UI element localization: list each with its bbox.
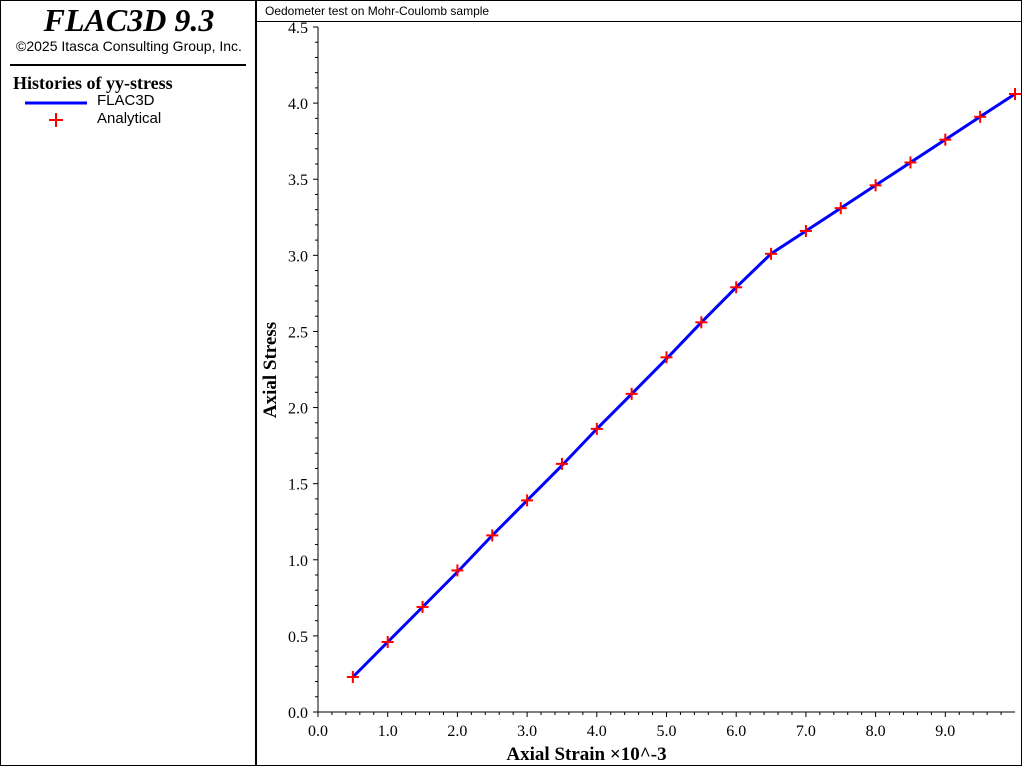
x-axis-label: Axial Strain ×10^-3 (506, 744, 666, 765)
x-tick-label: 8.0 (866, 723, 886, 740)
y-tick-label: 4.5 (288, 20, 308, 37)
data-point-analytical (799, 224, 812, 237)
y-tick-label: 2.5 (288, 324, 308, 341)
data-point-analytical (974, 110, 987, 123)
plot-panel: Oedometer test on Mohr-Coulomb sample (256, 0, 1022, 766)
x-tick-label: 9.0 (935, 723, 955, 740)
data-point-analytical (939, 133, 952, 146)
data-point-analytical (695, 316, 708, 329)
legend-panel: FLAC3D 9.3 ©2025 Itasca Consulting Group… (0, 0, 256, 766)
data-point-analytical (904, 156, 917, 169)
data-point-analytical (730, 281, 743, 294)
data-point-analytical (555, 457, 568, 470)
legend-item-flac3d: FLAC3D (25, 92, 245, 110)
copyright-notice: ©2025 Itasca Consulting Group, Inc. (16, 38, 242, 54)
x-tick-label: 4.0 (587, 723, 607, 740)
y-tick-label: 1.5 (288, 477, 308, 494)
data-point-analytical (416, 600, 429, 613)
data-point-analytical (381, 635, 394, 648)
data-point-analytical (625, 387, 638, 400)
y-tick-label: 0.0 (288, 705, 308, 722)
y-tick-label: 1.0 (288, 553, 308, 570)
data-point-analytical (834, 202, 847, 215)
data-point-analytical (869, 179, 882, 192)
legend-line-symbol (25, 101, 87, 105)
data-point-analytical (451, 564, 464, 577)
data-point-analytical (660, 351, 673, 364)
y-tick-label: 3.0 (288, 248, 308, 265)
data-point-analytical (765, 247, 778, 260)
title-separator (257, 21, 1021, 22)
x-tick-label: 2.0 (447, 723, 467, 740)
data-point-analytical (486, 529, 499, 542)
x-tick-label: 6.0 (726, 723, 746, 740)
legend-label-analytical: Analytical (97, 110, 162, 127)
x-tick-label: 0.0 (308, 723, 328, 740)
app-title: FLAC3D 9.3 (43, 2, 215, 38)
plot-title: Oedometer test on Mohr-Coulomb sample (265, 4, 490, 18)
y-tick-label: 3.5 (288, 172, 308, 189)
legend-label-flac3d: FLAC3D (97, 92, 155, 109)
legend-title: Histories of yy-stress (13, 73, 173, 93)
y-tick-label: 4.0 (288, 96, 308, 113)
data-point-analytical (521, 494, 534, 507)
x-tick-label: 1.0 (378, 723, 398, 740)
legend-item-analytical: Analytical (25, 110, 245, 128)
legend-plus-symbol (49, 113, 63, 127)
series-line-flac3d (351, 92, 1016, 679)
x-tick-label: 7.0 (796, 723, 816, 740)
data-point-analytical (590, 422, 603, 435)
data-point-analytical (346, 670, 359, 683)
legend-divider (10, 64, 246, 66)
data-point-analytical (1009, 87, 1021, 100)
y-tick-label: 2.0 (288, 401, 308, 418)
y-axis-label: Axial Stress (260, 322, 281, 418)
x-tick-label: 3.0 (517, 723, 537, 740)
y-tick-label: 0.5 (288, 629, 308, 646)
x-tick-label: 5.0 (657, 723, 677, 740)
